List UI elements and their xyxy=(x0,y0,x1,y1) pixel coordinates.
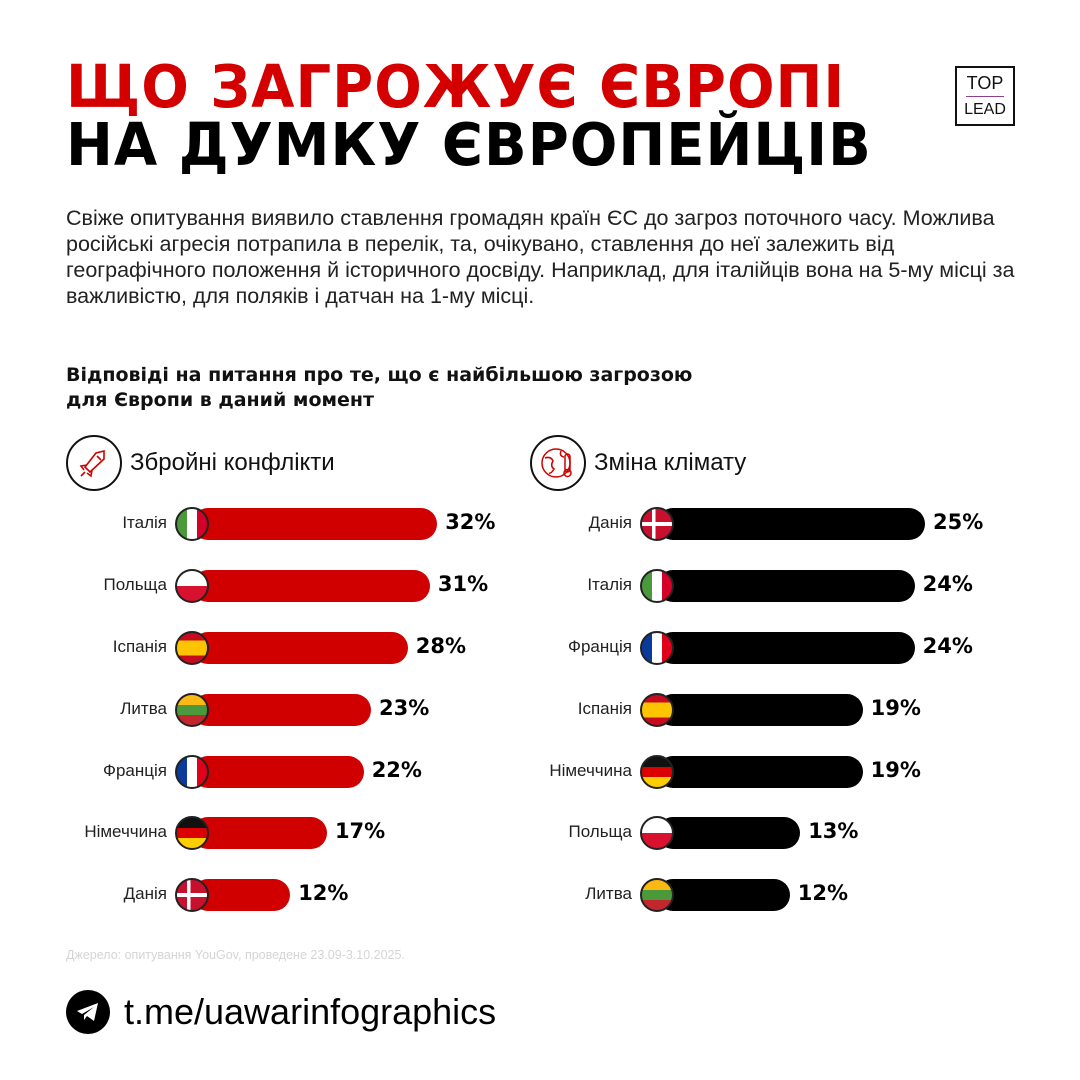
flag-de-icon xyxy=(640,755,674,789)
bar-label: Іспанія xyxy=(577,699,632,718)
bar xyxy=(192,632,408,664)
flag-it-icon xyxy=(640,569,674,603)
bar-label: Німеччина xyxy=(549,761,632,780)
value-label: 19% xyxy=(870,758,921,782)
bar-label: Данія xyxy=(123,884,167,903)
chart-header-armed-conflicts: Збройні конфлікти xyxy=(66,435,335,491)
bar xyxy=(192,756,364,788)
flag-fr-icon xyxy=(640,631,674,665)
subtitle-line-2: для Європи в даний момент xyxy=(66,389,375,411)
value-label: 32% xyxy=(445,510,496,534)
bar xyxy=(192,570,430,602)
telegram-icon xyxy=(66,990,110,1034)
bar xyxy=(657,508,925,540)
bar-label: Італія xyxy=(122,513,167,532)
top-lead-logo: TOP LEAD xyxy=(955,66,1015,126)
chart-title: Зміна клімату xyxy=(594,449,747,476)
flag-lt-icon xyxy=(640,878,674,912)
value-label: 24% xyxy=(922,634,973,658)
subtitle-line-1: Відповіді на питання про те, що є найбіл… xyxy=(66,364,693,386)
bar xyxy=(657,570,915,602)
chart-title: Збройні конфлікти xyxy=(130,449,335,476)
bar xyxy=(657,632,915,664)
chart-subtitle: Відповіді на питання про те, що є найбіл… xyxy=(66,363,692,413)
bar-label: Франція xyxy=(568,637,632,656)
flag-pl-icon xyxy=(640,816,674,850)
bar-label: Франція xyxy=(103,761,167,780)
bar xyxy=(192,694,372,726)
source-note: Джерело: опитування YouGov, проведене 23… xyxy=(66,948,405,962)
flag-es-icon xyxy=(175,631,209,665)
value-label: 22% xyxy=(371,758,422,782)
value-label: 23% xyxy=(379,696,430,720)
bar-label: Литва xyxy=(585,884,632,903)
bar-label: Польща xyxy=(103,575,167,594)
value-label: 19% xyxy=(870,696,921,720)
bar xyxy=(657,817,801,849)
value-label: 13% xyxy=(808,819,859,843)
title-line-1: ЩО ЗАГРОЖУЄ ЄВРОПІ xyxy=(66,53,846,122)
chart-header-climate-change: Зміна клімату xyxy=(530,435,746,491)
telegram-url[interactable]: t.me/uawarinfographics xyxy=(124,991,497,1032)
globe-thermometer-icon xyxy=(530,435,586,491)
title-line-2: НА ДУМКУ ЄВРОПЕЙЦІВ xyxy=(66,111,872,180)
bar xyxy=(657,694,863,726)
logo-top: TOP xyxy=(966,73,1004,93)
bar xyxy=(657,879,790,911)
value-label: 31% xyxy=(437,572,489,596)
bar-label: Італія xyxy=(587,575,632,594)
flag-de-icon xyxy=(175,816,209,850)
bar-label: Німеччина xyxy=(84,822,167,841)
bar xyxy=(657,756,863,788)
bar xyxy=(192,508,438,540)
value-label: 17% xyxy=(334,819,386,843)
flag-dk-icon xyxy=(175,878,209,912)
value-label: 12% xyxy=(797,881,849,905)
flag-dk-icon xyxy=(640,507,674,541)
description: Свіже опитування виявило ставлення грома… xyxy=(66,206,1015,308)
logo-bottom: LEAD xyxy=(964,101,1006,118)
telegram-link[interactable]: t.me/uawarinfographics xyxy=(66,990,496,1034)
logo-divider xyxy=(966,96,1004,97)
flag-it-icon xyxy=(175,507,209,541)
flag-pl-icon xyxy=(175,569,209,603)
flag-es-icon xyxy=(640,693,674,727)
bar xyxy=(192,817,327,849)
bar-label: Польща xyxy=(568,822,632,841)
missile-icon xyxy=(66,435,122,491)
value-label: 24% xyxy=(922,572,973,596)
bar-label: Литва xyxy=(120,699,167,718)
value-label: 25% xyxy=(933,510,984,534)
value-label: 12% xyxy=(298,881,349,905)
bar-label: Іспанія xyxy=(112,637,167,656)
value-label: 28% xyxy=(415,634,467,658)
bar-label: Данія xyxy=(588,513,632,532)
flag-lt-icon xyxy=(175,693,209,727)
flag-fr-icon xyxy=(175,755,209,789)
